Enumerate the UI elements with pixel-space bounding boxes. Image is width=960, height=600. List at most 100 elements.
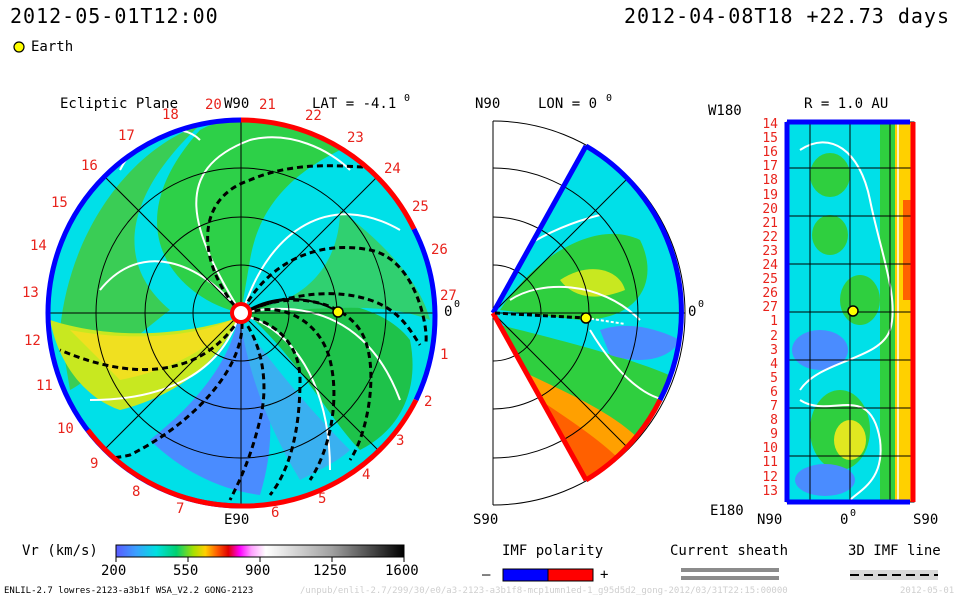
ecliptic-lat-label: LAT = -4.1: [312, 96, 397, 112]
ecliptic-ring-number: 13: [22, 285, 39, 301]
meridional-red-region: [540, 400, 620, 480]
meridional-top-label: N90: [475, 96, 501, 112]
ecliptic-ring-number: 26: [431, 242, 448, 258]
ecliptic-ring-number: 9: [90, 456, 99, 472]
earth-icon: [580, 312, 592, 324]
ecliptic-green-arm: [60, 125, 200, 390]
radial-blue-blob: [795, 464, 855, 496]
ecliptic-contour: [89, 317, 239, 401]
meridional-right-label: 0: [688, 304, 697, 320]
ecliptic-polarity-arc-bottom-right: [240, 398, 419, 509]
radial-bottom-axis-center: 0: [840, 512, 849, 528]
ecliptic-contour: [245, 315, 331, 471]
ecliptic-green-arm: [245, 300, 413, 450]
ecliptic-lat-degree: 0: [404, 93, 411, 104]
radial-rotation-number: 2: [770, 328, 778, 344]
radial-rotation-number: 12: [762, 469, 778, 485]
current-sheath-label: Current sheath: [670, 543, 789, 559]
ecliptic-title: Ecliptic Plane: [60, 96, 179, 112]
ecliptic-ring-number: 15: [51, 195, 68, 211]
meridional-right-degree: 0: [698, 299, 705, 310]
ecliptic-blue-region: [240, 320, 350, 480]
radial-rotation-number: 13: [762, 483, 778, 499]
ecliptic-ring-number: 17: [118, 128, 135, 144]
meridional-blue-region: [600, 325, 680, 360]
ecliptic-right-degree: 0: [454, 299, 461, 310]
vr-colorbar: [115, 544, 405, 558]
ecliptic-polarity-arc-right: [411, 227, 438, 402]
ecliptic-ring-number: 16: [81, 158, 98, 174]
ecliptic-contour: [243, 213, 401, 309]
radial-rotation-number: 17: [762, 159, 778, 175]
ecliptic-ring-number: 24: [384, 161, 401, 177]
ecliptic-top-label: W90: [224, 96, 250, 112]
ecliptic-green-arm: [157, 120, 340, 313]
meridional-bottom-label: S90: [473, 512, 499, 528]
date-left: 2012-05-01T12:00: [10, 4, 219, 28]
ecliptic-ring-number: 11: [36, 378, 53, 394]
meridional-lon-label: LON = 0: [538, 96, 598, 112]
radial-rotation-number: 20: [762, 201, 778, 217]
radial-rotation-number: 4: [770, 356, 778, 372]
ecliptic-ring-number: 23: [347, 130, 364, 146]
radial-rotation-number: 22: [762, 229, 778, 245]
ecliptic-ring-number: 21: [259, 97, 276, 113]
radial-r-label: R = 1.0 AU: [804, 96, 889, 112]
ecliptic-right-label: 0: [444, 304, 453, 320]
meridional-imf-line-tail: [585, 317, 626, 325]
earth-icon: [332, 306, 344, 318]
ecliptic-ring-number: 25: [412, 199, 429, 215]
ecliptic-polarity-arc-top-right: [240, 117, 417, 231]
ecliptic-ring-number: 1: [440, 347, 449, 363]
meridional-polarity-arc: [584, 143, 684, 402]
radial-rotation-number: 3: [770, 342, 778, 358]
earth-imf-line: [244, 298, 339, 313]
radial-rotation-number: 7: [770, 399, 778, 414]
radial-rotation-number: 16: [762, 145, 778, 161]
colorbar-tick-label: 1250: [313, 563, 347, 579]
ecliptic-ring-number: 20: [205, 97, 222, 113]
imf-line-label: 3D IMF line: [848, 543, 941, 559]
radial-rotation-number: 14: [762, 117, 778, 132]
radial-panel: [784, 119, 916, 505]
ecliptic-ring-number: 27: [440, 288, 457, 304]
ecliptic-ring-number: 8: [132, 484, 141, 500]
ecliptic-green-arm: [245, 210, 430, 320]
radial-rotation-number: 19: [762, 187, 778, 203]
earth-legend-label: Earth: [31, 39, 74, 55]
meridional-panel: [490, 120, 686, 506]
vr-colorbar-ticks: [115, 557, 405, 562]
radial-bottom-axis-degree: 0: [850, 508, 857, 519]
meridional-contour: [509, 285, 641, 321]
ecliptic-ring-number: 22: [305, 108, 322, 124]
ecliptic-ring-number: 12: [24, 333, 41, 349]
radial-rotation-number: 21: [762, 215, 778, 231]
radial-bottom-left-label: E180: [710, 503, 744, 519]
radial-contour: [799, 399, 882, 501]
ecliptic-contour: [195, 136, 351, 314]
radial-rotation-number: 24: [762, 258, 778, 273]
radial-green-blob: [840, 275, 880, 325]
meridional-lon-degree: 0: [606, 93, 613, 104]
colorbar-tick-label: 900: [245, 563, 271, 579]
imf-polarity-minus: –: [482, 567, 491, 583]
colorbar-tick-label: 1600: [385, 563, 419, 579]
radial-top-left-label: W180: [708, 103, 742, 119]
imf-polarity-positive-swatch: [547, 568, 594, 582]
imf-line-swatch: [850, 570, 938, 580]
ecliptic-bottom-label: E90: [224, 512, 250, 528]
footer-run-path: /unpub/enlil-2.7/299/30/e0/a3-2123-a3b1f…: [300, 586, 788, 596]
radial-rotation-number: 25: [762, 272, 778, 288]
radial-rotation-number: 23: [762, 243, 778, 259]
ecliptic-ring-number: 5: [318, 491, 327, 507]
radial-bottom-axis-left: N90: [757, 512, 783, 528]
radial-rotation-number: 5: [770, 370, 778, 386]
meridional-imf-line: [494, 311, 587, 320]
meridional-polarity-arc: [584, 398, 663, 483]
footer-model-info: ENLIL-2.7 lowres-2123-a3b1f WSA_V2.2 GON…: [4, 586, 254, 596]
ecliptic-ring-number: 10: [57, 421, 74, 437]
meridional-polarity-edge-top: [490, 144, 589, 315]
imf-polarity-title: IMF polarity: [502, 543, 604, 559]
imf-polarity-plus: +: [600, 567, 609, 583]
